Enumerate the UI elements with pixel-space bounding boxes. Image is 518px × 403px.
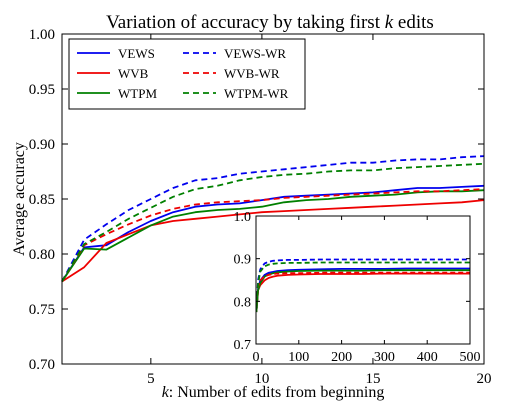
main-ytick-label: 1.00	[29, 27, 55, 43]
x-axis-label: k: Number of edits from beginning	[162, 384, 385, 401]
main-plot: 0.700.750.800.850.900.951.005 10 15 20	[29, 27, 492, 387]
inset-xtick-label: 100	[288, 350, 309, 365]
inset-ticks-group: 0.7 0.8 0.9 1.0 0 100 200 300 400 500	[234, 210, 481, 365]
main-xtick-label: 5	[147, 371, 155, 387]
inset-line-series-5	[255, 271, 470, 313]
inset-xtick-label: 500	[460, 350, 481, 365]
inset-line-series-4	[255, 258, 470, 313]
main-line-vews	[61, 184, 485, 282]
inset-ytick-label: 1.0	[234, 210, 252, 225]
main-line-wvb-wr	[61, 188, 485, 282]
main-ytick-label: 0.75	[29, 302, 55, 318]
y-axis-label: Average accuracy	[11, 142, 28, 256]
x-axis-label-rest: : Number of edits from beginning	[169, 384, 385, 401]
main-line-wvb	[61, 199, 485, 283]
main-ytick-label: 0.95	[29, 82, 55, 98]
inset-ytick-label: 0.7	[234, 338, 252, 353]
legend-box	[68, 38, 306, 110]
legend-items: VEWS WVB WTPM VEWS-WR WVB-WR WTPM-WR	[77, 46, 289, 101]
main-ytick-label: 0.70	[29, 357, 55, 373]
main-ytick-label: 0.85	[29, 192, 55, 208]
legend-label-vews: VEWS	[118, 46, 155, 61]
main-xtick-label: 15	[365, 371, 380, 387]
main-ticks-group: 0.700.750.800.850.900.951.005 10 15 20	[29, 27, 492, 387]
x-axis-label-var: k	[162, 384, 170, 401]
main-ytick-label: 0.80	[29, 247, 55, 263]
inset-xtick-label: 300	[374, 350, 395, 365]
inset-plot: 0.7 0.8 0.9 1.0 0 100 200 300 400 500	[234, 210, 481, 365]
main-ytick-label: 0.90	[29, 137, 55, 153]
inset-line-series-6	[255, 261, 470, 313]
inset-ytick-label: 0.8	[234, 295, 252, 310]
main-series-group	[61, 155, 485, 283]
inset-xtick-label: 0	[253, 350, 260, 365]
main-xtick-label: 20	[477, 371, 492, 387]
chart-title-suffix: edits	[393, 12, 434, 33]
legend: VEWS WVB WTPM VEWS-WR WVB-WR WTPM-WR	[68, 38, 306, 110]
main-line-wtpm	[61, 189, 485, 283]
main-line-vews-wr	[61, 155, 485, 282]
inset-ytick-label: 0.9	[234, 253, 252, 268]
main-xtick-label: 10	[254, 371, 269, 387]
legend-label-wtpm-wr: WTPM-WR	[224, 86, 289, 101]
chart-title-var: k	[385, 12, 394, 33]
legend-label-wtpm: WTPM	[118, 86, 157, 101]
chart-title-prefix: Variation of accuracy by taking first	[106, 12, 385, 33]
chart-title: Variation of accuracy by taking first k …	[106, 12, 434, 33]
legend-label-vews-wr: VEWS-WR	[224, 46, 286, 61]
legend-label-wvb-wr: WVB-WR	[224, 66, 280, 81]
inset-background	[256, 216, 470, 344]
inset-series-group	[255, 258, 470, 313]
inset-xtick-label: 400	[417, 350, 438, 365]
inset-xtick-label: 200	[331, 350, 352, 365]
inset-plot-frame	[255, 215, 471, 345]
legend-label-wvb: WVB	[118, 66, 149, 81]
main-plot-frame	[61, 33, 485, 365]
